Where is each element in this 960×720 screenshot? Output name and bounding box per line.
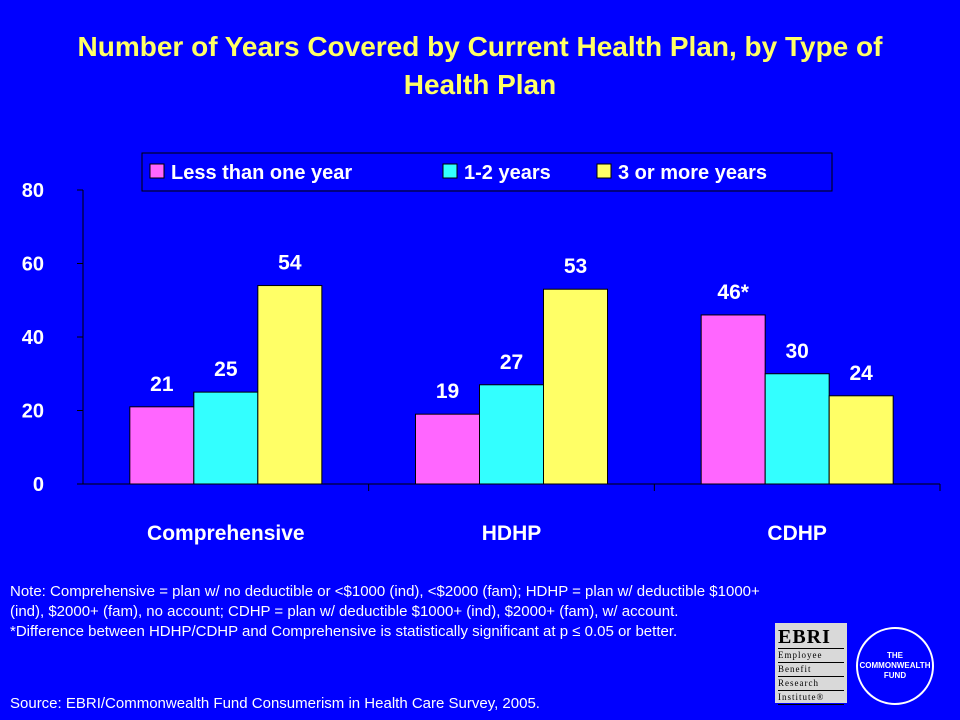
y-tick-label: 60	[22, 254, 44, 276]
bar-chart: Less than one year 1-2 years 3 or more yea…	[22, 152, 941, 545]
ebri-logo-line1: Employee	[778, 649, 844, 663]
legend-label: 1-2 years	[464, 162, 551, 184]
bar	[543, 288, 608, 485]
data-label: 54	[278, 252, 302, 275]
legend-label: 3 or more years	[618, 162, 767, 184]
data-label: 19	[436, 380, 459, 403]
axes-group: 0 20 40 60 80 Comprehensive HDHP CDHP	[22, 180, 941, 545]
bar	[764, 373, 830, 485]
x-tick-label: CDHP	[767, 522, 827, 545]
data-label: 24	[849, 362, 873, 385]
commonwealth-fund-logo: THE COMMONWEALTH FUND	[856, 627, 934, 705]
source-note: Source: EBRI/Commonwealth Fund Consumeri…	[10, 695, 540, 712]
data-label: 21	[150, 373, 174, 396]
cmwf-logo-line2: COMMONWEALTH	[859, 661, 931, 670]
note-definitions: Note: Comprehensive = plan w/ no deducti…	[10, 583, 760, 620]
bar	[415, 413, 480, 485]
y-tick-label: 40	[22, 327, 44, 349]
y-tick-label: 20	[22, 401, 44, 423]
bar	[129, 406, 195, 485]
data-label: 27	[500, 351, 523, 374]
notes: Note: Comprehensive = plan w/ no deducti…	[10, 582, 780, 642]
y-tick-label: 0	[33, 474, 44, 496]
bar	[700, 314, 766, 485]
data-label: 30	[785, 340, 808, 363]
bar	[828, 395, 894, 485]
data-label: 53	[564, 255, 587, 278]
x-tick-label: HDHP	[482, 522, 542, 545]
bars-group: 21 25 54 19 27 53 46* 30 24	[129, 252, 894, 485]
legend-swatch	[596, 163, 612, 179]
note-significance: *Difference between HDHP/CDHP and Compre…	[10, 623, 678, 640]
y-tick-label: 80	[22, 180, 44, 202]
data-label: 25	[214, 358, 238, 381]
bar	[479, 384, 544, 485]
bar	[257, 285, 323, 485]
ebri-logo-line3: Research	[778, 677, 844, 691]
legend-swatch	[149, 163, 165, 179]
legend-label: Less than one year	[171, 162, 352, 184]
x-tick-label: Comprehensive	[147, 522, 305, 545]
legend-box	[141, 152, 833, 192]
cmwf-logo-line3: FUND	[883, 671, 907, 680]
ebri-logo-acronym: EBRI	[778, 627, 844, 649]
ebri-logo-line4: Institute®	[778, 691, 844, 705]
data-label: 46*	[717, 281, 749, 304]
ebri-logo: EBRI Employee Benefit Research Institute…	[775, 623, 847, 705]
chart-title: Number of Years Covered by Current Healt…	[77, 31, 883, 100]
ebri-logo-line2: Benefit	[778, 663, 844, 677]
legend-swatch	[442, 163, 458, 179]
bar	[193, 391, 259, 485]
legend: Less than one year 1-2 years 3 or more yea…	[141, 152, 833, 192]
cmwf-logo-line1: THE	[887, 651, 903, 660]
